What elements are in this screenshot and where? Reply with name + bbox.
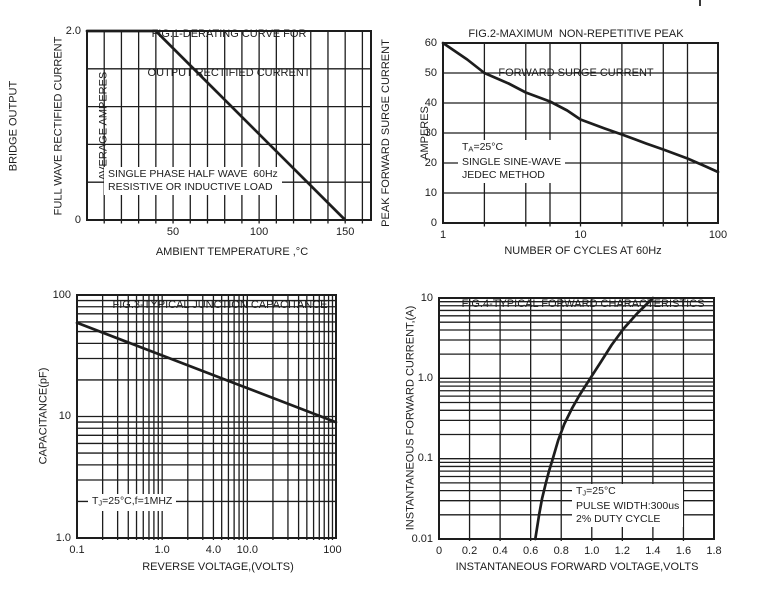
fig2-title-line1: FIG.2-MAXIMUM NON-REPETITIVE PEAK	[468, 28, 684, 40]
fig4-title: FIG.4-TYPICAL FORWARD CHARACTERISTICS	[462, 272, 705, 337]
fig4-x-tick-label: 0	[435, 545, 443, 557]
fig1-frame	[86, 30, 372, 221]
fig3-plot-area	[75, 294, 338, 540]
fig3-title: FIG.3-TYPICAL JUNCTION CAPACITANCE	[113, 273, 328, 338]
fig1-x-tick-label: 100	[249, 226, 269, 238]
fig2-x-axis-label: NUMBER OF CYCLES AT 60Hz	[504, 245, 662, 257]
fig3-annotation-line: TJ=25°C,f=1MHZ	[92, 495, 173, 508]
fig2-x-tick-label: 1	[439, 229, 447, 241]
fig2-x-tick-label: 100	[708, 229, 728, 241]
fig1-ylabel-line2: FULL WAVE RECTIFIED CURRENT	[52, 36, 65, 216]
fig4-annotation-line: 2% DUTY CYCLE	[576, 512, 661, 525]
fig4-annotation-line: TJ=25°C	[576, 485, 616, 498]
fig4-y-tick-label: 0.1	[417, 452, 433, 465]
fig1-annotation-line: RESISTIVE OR INDUCTIVE LOAD	[108, 181, 273, 193]
fig2-title: FIG.2-MAXIMUM NON-REPETITIVE PEAK FORWAR…	[468, 2, 683, 106]
fig2-y-tick-label: 40	[424, 96, 437, 109]
fig4-x-tick-label: 0.8	[553, 545, 569, 557]
scan-artifact	[699, 0, 701, 6]
fig3-y-tick-label: 100	[52, 288, 71, 301]
fig2-x-tick-label: 10	[574, 229, 587, 241]
fig2-annotation-line: TA=25°C	[462, 141, 504, 154]
fig4-y-axis-label: INSTANTANEOUS FORWARD CURRENT,(A)	[379, 306, 444, 531]
fig3-x-axis-label: REVERSE VOLTAGE,(VOLTS)	[142, 561, 294, 573]
fig4-x-axis-label: INSTANTANEOUS FORWARD VOLTAGE,VOLTS	[455, 561, 699, 573]
fig1-x-tick-label: 50	[166, 226, 180, 238]
fig1-title: FIG.1-DERATING CURVE FOR OUTPUT RECTIFIE…	[148, 2, 311, 106]
fig4-ylabel-line1: INSTANTANEOUS FORWARD CURRENT,(A)	[404, 305, 417, 531]
fig1-title-line2: OUTPUT RECTIFIED CURRENT	[147, 67, 311, 79]
fig4-annotation-line: PULSE WIDTH:300us	[576, 499, 680, 512]
fig4-title-line1: FIG.4-TYPICAL FORWARD CHARACTERISTICS	[461, 298, 705, 310]
fig1-ylabel-line1: BRIDGE OUTPUT	[7, 80, 20, 172]
fig4-x-tick-label: 0.2	[461, 545, 478, 557]
fig1-title-line1: FIG.1-DERATING CURVE FOR	[151, 28, 307, 40]
fig4-y-tick-label: 10	[420, 291, 433, 304]
fig1-plot-area	[85, 29, 372, 224]
fig1-y-tick-label: 0	[74, 213, 81, 226]
fig4-x-tick-label: 1.8	[706, 545, 722, 557]
fig2-y-tick-label: 30	[424, 126, 437, 139]
fig2-y-tick-label: 20	[424, 156, 437, 169]
fig2-annotation-line: JEDEC METHOD	[462, 168, 545, 181]
fig2-curve	[441, 41, 720, 174]
fig2-frame	[442, 42, 719, 224]
fig3-x-tick-label: 0.1	[69, 544, 85, 556]
fig4-y-tick-label: 0.01	[411, 532, 433, 545]
fig1-curve	[85, 29, 347, 222]
fig1-x-tick-label: 150	[335, 226, 355, 238]
fig2-y-tick-label: 10	[424, 186, 437, 199]
fig3-x-tick-label: 100	[323, 544, 342, 556]
fig2-title-line2: FORWARD SURGE CURRENT	[498, 67, 654, 79]
fig3-x-tick-label: 1.0	[154, 544, 170, 556]
fig2-annotation-line: SINGLE SINE-WAVE	[462, 155, 562, 168]
fig3-y-tick-label: 10	[58, 410, 71, 422]
fig4-x-tick-label: 1.6	[675, 545, 692, 557]
fig2-y-tick-label: 60	[424, 36, 437, 49]
fig3-title-line1: FIG.3-TYPICAL JUNCTION CAPACITANCE	[112, 299, 328, 311]
fig4-x-tick-label: 0.4	[492, 545, 508, 557]
fig4-x-tick-label: 1.0	[584, 545, 600, 557]
fig2-y-tick-label: 50	[424, 66, 437, 79]
fig2-y-tick-label: 0	[430, 216, 437, 229]
fig3-x-tick-label: 10.0	[236, 544, 259, 556]
fig3-frame	[76, 294, 337, 539]
fig4-x-tick-label: 1.4	[645, 545, 661, 557]
fig4-x-tick-label: 1.2	[614, 545, 630, 557]
fig1-annotation: SINGLE PHASE HALF WAVE 60Hz RESISTIVE OR …	[104, 167, 282, 195]
fig3-y-tick-label: 1.0	[55, 531, 71, 544]
fig1-annotation-line: SINGLE PHASE HALF WAVE 60Hz	[108, 168, 278, 180]
fig2-annotation: TA=25°C SINGLE SINE-WAVE JEDEC METHOD	[458, 140, 566, 183]
fig1-x-axis-label: AMBIENT TEMPERATURE ,°C	[155, 246, 309, 258]
fig4-annotation: TJ=25°C PULSE WIDTH:300us 2% DUTY CYCLE	[572, 484, 684, 527]
fig2-ylabel-line1: PEAK FORWARD SURGE CURRENT	[380, 39, 392, 227]
fig1-y-tick-label: 2.0	[65, 24, 81, 37]
fig4-frame	[438, 297, 715, 540]
fig4-y-tick-label: 1.0	[417, 371, 433, 384]
fig3-annotation: TJ=25°C,f=1MHZ	[88, 494, 177, 511]
fig4-x-tick-label: 0.6	[523, 545, 539, 557]
fig4-curve	[533, 296, 655, 541]
fig3-x-tick-label: 4.0	[205, 544, 222, 556]
fig3-curve	[75, 321, 338, 424]
